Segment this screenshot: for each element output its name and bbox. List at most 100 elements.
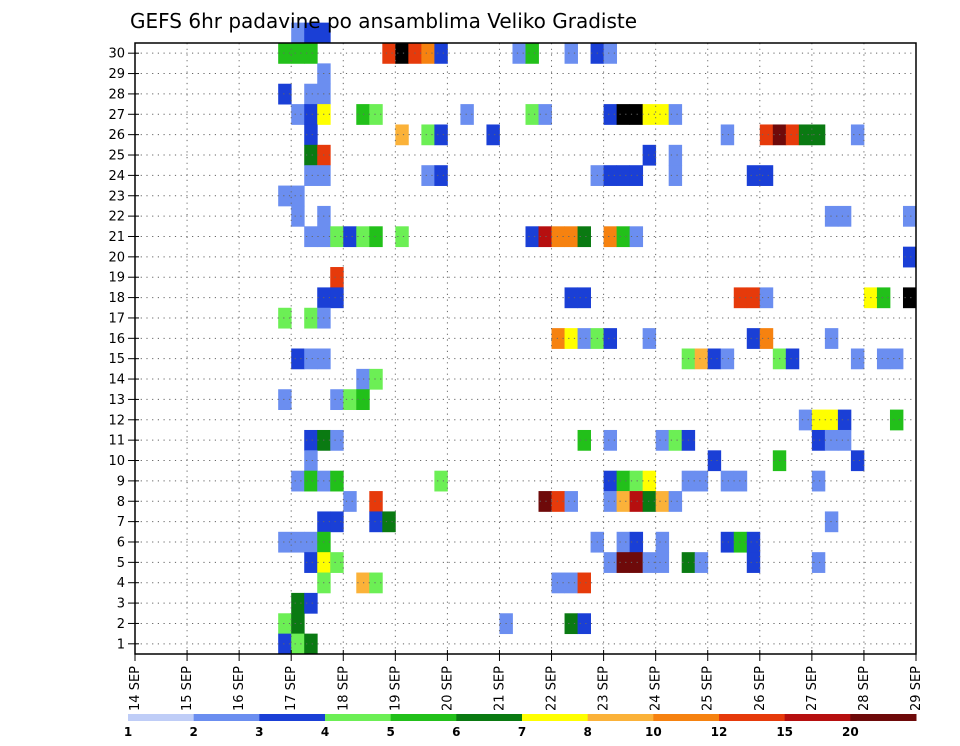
heatmap-cell (746, 165, 761, 186)
heatmap-cell (291, 592, 305, 614)
heatmap-cell (746, 328, 761, 349)
heatmap-cell (291, 531, 305, 553)
heatmap-cell (694, 552, 709, 573)
heatmap-cell (616, 491, 631, 512)
y-tick-label: 10 (108, 454, 125, 469)
heatmap-cell (564, 613, 578, 635)
heatmap-cell (330, 511, 344, 533)
x-tick-label: 19 SEP (388, 666, 403, 711)
heatmap-cell (460, 104, 474, 125)
heatmap-cell (356, 104, 370, 125)
colorbar-label: 15 (776, 725, 793, 739)
heatmap-cell (811, 409, 826, 431)
colorbar-label: 3 (255, 725, 263, 739)
heatmap-cell (421, 165, 435, 186)
heatmap-cell (733, 287, 748, 309)
heatmap-cell (642, 328, 657, 349)
heatmap-cell (304, 592, 318, 614)
heatmap-cell (668, 165, 683, 186)
heatmap-cell (434, 43, 448, 64)
heatmap-cell (902, 287, 917, 309)
heatmap-cell (629, 226, 644, 248)
colorbar-label: 12 (711, 725, 728, 739)
heatmap-cell (785, 124, 800, 146)
grid-lines (135, 43, 917, 654)
heatmap-cell (837, 409, 852, 431)
heatmap-cell (655, 552, 670, 573)
heatmap-cell (278, 633, 292, 655)
heatmap-cell (707, 450, 722, 472)
heatmap-cell (304, 83, 318, 105)
heatmap-cell (369, 226, 383, 248)
heatmap-cell (330, 470, 344, 492)
heatmap-cell (811, 429, 826, 451)
heatmap-cell (564, 491, 578, 512)
colorbar-label: 10 (645, 725, 662, 739)
heatmap-cell (629, 531, 644, 553)
y-tick-label: 20 (108, 250, 125, 265)
colorbar-label: 7 (518, 725, 526, 739)
y-tick-label: 8 (117, 495, 125, 510)
heatmap-cell (759, 124, 774, 146)
heatmap-cell (343, 389, 357, 410)
heatmap-cell (278, 531, 292, 553)
heatmap-cell (330, 267, 344, 288)
colorbar-swatch (128, 714, 195, 721)
heatmap-cell (629, 104, 644, 125)
heatmap-cell (317, 22, 331, 44)
heatmap-cell (603, 43, 618, 64)
heatmap-cell (577, 613, 591, 635)
heatmap-cell (564, 226, 578, 248)
heatmap-cell (642, 552, 657, 573)
heatmap-cell (564, 287, 578, 309)
heatmap-cell (551, 572, 565, 594)
heatmap-cell (642, 104, 657, 125)
heatmap-cell (304, 633, 318, 655)
heatmap-cell (278, 389, 292, 410)
y-tick-label: 6 (117, 535, 125, 550)
x-tick-label: 24 SEP (649, 666, 664, 711)
heatmap-cell (551, 491, 565, 512)
heatmap-cell (304, 429, 318, 451)
heatmap-cell (759, 328, 774, 349)
heatmap-cell (564, 572, 578, 594)
heatmap-cell (330, 226, 344, 248)
heatmap-cell (421, 124, 435, 146)
heatmap-cell (356, 226, 370, 248)
heatmap-cell (707, 348, 722, 370)
heatmap-cell (291, 348, 305, 370)
heatmap-cell (616, 165, 631, 186)
heatmap-cell (291, 22, 305, 44)
heatmap-cell (850, 450, 865, 472)
y-tick-label: 27 (108, 108, 125, 123)
heatmap-cell (382, 511, 396, 533)
heatmap-cell (538, 491, 552, 512)
colorbar-label: 2 (189, 725, 197, 739)
heatmap-cell (902, 246, 917, 268)
y-tick-label: 11 (108, 434, 125, 449)
heatmap-cell (356, 389, 370, 410)
colorbar-label: 6 (452, 725, 460, 739)
x-tick-label: 21 SEP (492, 666, 507, 711)
colorbar-swatch (193, 714, 260, 721)
heatmap-cell (889, 409, 904, 431)
y-tick-label: 3 (117, 597, 125, 612)
heatmap-cell (876, 287, 891, 309)
x-tick-label: 22 SEP (545, 666, 560, 711)
y-tick-label: 29 (108, 67, 125, 82)
y-tick-label: 14 (108, 373, 125, 388)
x-axis-ticks: 14 SEP 15 SEP 16 SEP 17 SEP 18 SEP 19 SEP 20 S… (128, 650, 924, 711)
colorbar-label: 1 (124, 725, 132, 739)
heatmap-cell (629, 491, 644, 512)
colorbar: 1 2 3 4 5 6 7 8 10 12 15 20 (124, 714, 917, 739)
heatmap-cell (512, 43, 526, 64)
heatmap-cell (655, 429, 670, 451)
x-tick-label: 14 SEP (128, 666, 143, 711)
heatmap-cell (798, 409, 813, 431)
heatmap-cell (434, 470, 448, 492)
heatmap-cell (525, 226, 539, 248)
heatmap-cell (811, 124, 826, 146)
heatmap-cell (629, 552, 644, 573)
heatmap-cell (395, 226, 409, 248)
